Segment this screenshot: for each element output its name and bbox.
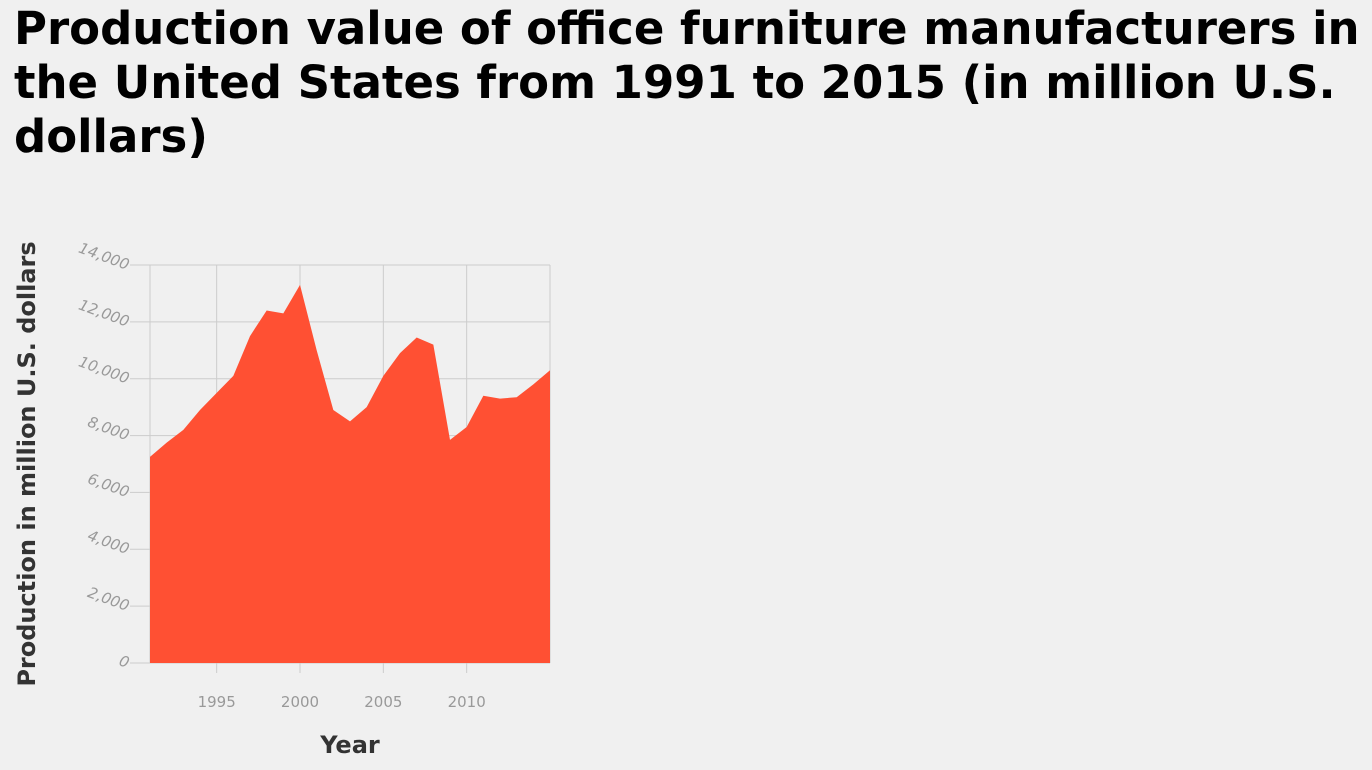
y-tick-label: 2,000	[85, 583, 132, 615]
x-tick-label: 2005	[364, 693, 402, 711]
y-tick-label: 10,000	[76, 353, 131, 388]
x-tick-label: 1995	[198, 693, 236, 711]
y-axis-label: Production in million U.S. dollars	[13, 241, 41, 686]
y-tick-label: 14,000	[76, 239, 131, 274]
y-tick-label: 8,000	[85, 413, 132, 445]
chart-title: Production value of office furniture man…	[14, 2, 1360, 163]
area-fill	[150, 284, 550, 663]
y-tick-label: 4,000	[85, 526, 132, 558]
y-axis-ticks: 0 2,000 4,000 6,000 8,000 10,000 12,000 14,000	[76, 239, 131, 672]
y-tick-label: 12,000	[76, 296, 131, 331]
x-axis-ticks: 1995 2000 2005 2010	[198, 693, 486, 711]
y-tick-label: 0	[117, 652, 132, 672]
x-tick-label: 2010	[448, 693, 486, 711]
y-tick-label: 6,000	[85, 470, 132, 502]
area-series	[150, 284, 550, 663]
x-tick-label: 2000	[281, 693, 319, 711]
x-axis-label: Year	[319, 731, 380, 759]
